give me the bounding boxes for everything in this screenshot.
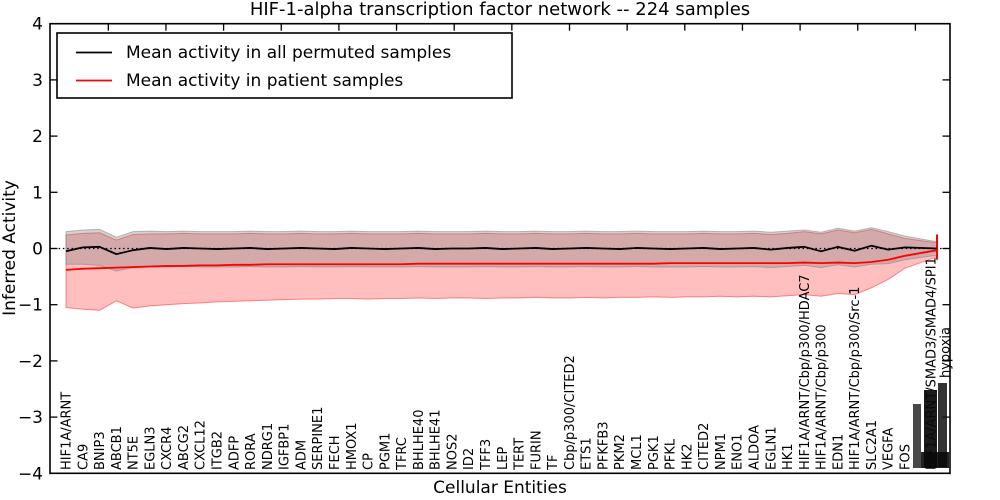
y-tick-label: 1 [32,183,43,203]
entity-label: ENO1 [731,434,746,470]
legend-label-patient: Mean activity in patient samples [126,71,403,91]
entity-label: ALDOA [747,425,762,470]
x-axis-label: Cellular Entities [433,478,567,498]
entity-label: FURIN [529,430,544,470]
entity-label: FOS [899,444,914,470]
entity-label: CXCL12 [194,420,209,470]
y-tick-label: 3 [32,71,43,91]
entity-label: HK2 [680,443,695,470]
y-tick-label: −4 [18,464,43,484]
legend: Mean activity in all permuted samples Me… [56,32,513,99]
entity-label: RORA [244,433,259,470]
entity-label: PGM1 [378,433,393,470]
y-axis-label: Inferred Activity [0,180,20,316]
patient-mean-line [65,249,938,271]
y-tick-label: 4 [32,15,43,35]
entity-label-cluster: hypoxia [939,327,954,378]
entity-label: EDN1 [831,434,846,470]
entity-label: EGLN3 [143,426,158,470]
entity-label: TF [546,455,561,471]
entity-label: NPM1 [714,433,729,470]
entity-label: HIF1A/ARNT/Cbp/p300/HDAC7 [798,274,813,470]
entity-label: CXCR4 [160,427,175,470]
y-tick-label: −2 [18,352,43,372]
entity-label: CITED2 [697,423,712,470]
y-tick-label: 0 [32,240,43,260]
entity-label: ADFP [227,436,242,470]
legend-label-permuted: Mean activity in all permuted samples [126,43,451,63]
entity-label: PFKFB3 [596,421,611,470]
entity-label: ABCB1 [110,426,125,470]
entity-labels: HIF1A/ARNT CA9 BNIP3 ABCB1 NT5E EGLN3 CXCR4 ABC… [60,257,954,471]
entity-label: LEP [496,447,511,470]
y-tick-label: −3 [18,408,43,428]
blob-column [921,452,949,468]
y-tick-label: −1 [18,296,43,316]
tick-layer: 4 3 2 1 0 −1 −2 −3 −4 [18,15,950,484]
entity-label: NOS2 [445,434,460,470]
entity-label: PFKL [664,438,679,470]
entity-label: MCL1 [630,434,645,470]
entity-label: EGLN1 [764,426,779,470]
blob-column [924,390,937,468]
entity-label: NDRG1 [261,423,276,470]
entity-label: ABCG2 [177,425,192,470]
blob-column [938,383,947,467]
entity-label: FECH [328,435,343,470]
plot-layers [50,227,950,311]
entity-label: TERT [513,438,528,471]
entity-label: HMOX1 [345,422,360,470]
entity-label: ID2 [462,448,477,470]
entity-label: HK1 [781,443,796,470]
permuted-mean-line [65,244,938,256]
entity-label: HIF1A/ARNT/Cbp/p300 [815,324,830,470]
entity-label: CA9 [76,444,91,470]
chart-title: HIF-1-alpha transcription factor network… [250,0,750,20]
entity-label: BHLHE41 [429,410,444,470]
entity-label: ADM [294,440,309,470]
entity-label: TFF3 [479,439,494,471]
entity-label: PGK1 [647,435,662,470]
entity-label: Cbp/p300/CITED2 [563,355,578,470]
entity-label: ETS1 [580,437,595,470]
entity-label: CP [362,453,377,470]
entity-label: HIF1A/ARNT [60,392,75,470]
entity-label: SERPINE1 [311,407,326,470]
entity-label: IGFBP1 [278,424,293,470]
entity-label: ITGB2 [211,431,226,470]
entity-label: PKM2 [613,434,628,470]
legend-box [56,32,513,99]
entity-label: SLC2A1 [865,420,880,470]
entity-label: BNIP3 [93,431,108,470]
entity-label: VEGFA [882,428,897,470]
entity-label: NT5E [127,436,142,470]
entity-label: BHLHE40 [412,410,427,470]
overlapping-labels-blob [913,383,949,468]
entity-label: TFRC [395,437,410,471]
y-tick-label: 2 [32,127,43,147]
blob-column [913,404,921,468]
entity-label: HIF1A/ARNT/Cbp/p300/Src-1 [848,287,863,470]
